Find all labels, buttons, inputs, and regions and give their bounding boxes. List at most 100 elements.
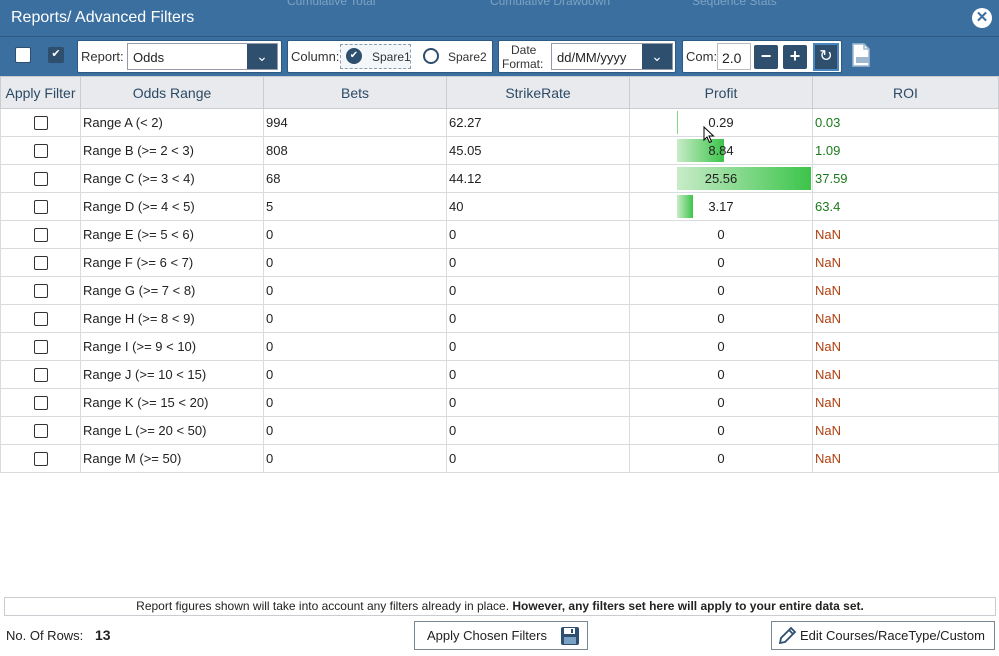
background-tab-cumulative-drawdown: Cumulative Drawdown <box>490 0 611 8</box>
bets-cell: 994 <box>263 108 447 137</box>
edit-courses-label: Edit Courses/RaceType/Custom <box>800 628 985 643</box>
date-format-value: dd/MM/yyyy <box>557 50 627 65</box>
strike-rate-cell: 0 <box>446 388 630 417</box>
roi-cell: 63.4 <box>812 192 999 221</box>
strike-rate-cell: 0 <box>446 248 630 277</box>
header-odds-range[interactable]: Odds Range <box>80 76 264 109</box>
apply-filter-cell <box>0 416 81 445</box>
bets-cell: 0 <box>263 304 447 333</box>
bets-cell: 0 <box>263 360 447 389</box>
apply-filter-checkbox[interactable] <box>33 424 48 439</box>
select-none-checkbox[interactable] <box>15 47 31 63</box>
apply-filter-checkbox[interactable] <box>33 144 48 159</box>
apply-filters-button[interactable]: Apply Chosen Filters <box>414 621 588 650</box>
profit-cell: 8.84 <box>629 136 813 165</box>
close-icon[interactable]: ✕ <box>972 8 992 28</box>
table-row[interactable]: Range B (>= 2 < 3) 808 45.05 8.84 1.09 <box>0 136 999 165</box>
csv-export-icon[interactable] <box>851 43 871 67</box>
header-strike-rate[interactable]: StrikeRate <box>446 76 630 109</box>
profit-cell: 0 <box>629 444 813 473</box>
report-group: Report: Odds ⌄ <box>77 40 282 73</box>
table-row[interactable]: Range H (>= 8 < 9) 0 0 0 NaN <box>0 304 999 333</box>
strike-rate-cell: 62.27 <box>446 108 630 137</box>
header-bets[interactable]: Bets <box>263 76 447 109</box>
rows-count: 13 <box>95 627 111 643</box>
spare1-radio-icon[interactable]: ✔ <box>346 48 362 64</box>
profit-value: 0 <box>717 395 725 410</box>
apply-filter-checkbox[interactable] <box>33 312 48 327</box>
profit-bar <box>677 139 724 162</box>
table-row[interactable]: Range J (>= 10 < 15) 0 0 0 NaN <box>0 360 999 389</box>
apply-filter-checkbox[interactable] <box>33 284 48 299</box>
profit-cell: 0 <box>629 360 813 389</box>
profit-value: 0 <box>717 283 725 298</box>
odds-range-cell: Range C (>= 3 < 4) <box>80 164 264 193</box>
apply-filter-checkbox[interactable] <box>33 116 48 131</box>
table-row[interactable]: Range M (>= 50) 0 0 0 NaN <box>0 444 999 473</box>
com-input[interactable]: 2.0 <box>717 43 751 70</box>
roi-cell: 37.59 <box>812 164 999 193</box>
header-roi[interactable]: ROI <box>812 76 999 109</box>
bets-cell: 0 <box>263 248 447 277</box>
apply-filter-checkbox[interactable] <box>33 368 48 383</box>
background-tab-cumulative-total: Cumulative Total <box>287 0 376 8</box>
odds-range-cell: Range H (>= 8 < 9) <box>80 304 264 333</box>
profit-value: 3.17 <box>708 199 734 214</box>
roi-cell: NaN <box>812 248 999 277</box>
select-all-checkbox[interactable]: ✔ <box>48 47 64 63</box>
com-label: Com: <box>686 49 718 64</box>
notice-bold-text: However, any filters set here will apply… <box>512 599 864 613</box>
spare2-radio-icon[interactable] <box>423 48 439 64</box>
profit-value: 0 <box>717 451 725 466</box>
apply-filter-checkbox[interactable] <box>33 200 48 215</box>
plus-icon[interactable]: + <box>783 45 807 69</box>
table-row[interactable]: Range K (>= 15 < 20) 0 0 0 NaN <box>0 388 999 417</box>
apply-filter-checkbox[interactable] <box>33 396 48 411</box>
bets-cell: 0 <box>263 444 447 473</box>
profit-cell: 25.56 <box>629 164 813 193</box>
table-row[interactable]: Range C (>= 3 < 4) 68 44.12 25.56 37.59 <box>0 164 999 193</box>
table-row[interactable]: Range I (>= 9 < 10) 0 0 0 NaN <box>0 332 999 361</box>
apply-filter-checkbox[interactable] <box>33 452 48 467</box>
odds-range-cell: Range I (>= 9 < 10) <box>80 332 264 361</box>
roi-cell: NaN <box>812 360 999 389</box>
apply-filter-checkbox[interactable] <box>33 228 48 243</box>
report-select[interactable]: Odds ⌄ <box>127 43 278 70</box>
edit-courses-button[interactable]: Edit Courses/RaceType/Custom <box>771 621 995 650</box>
table-row[interactable]: Range D (>= 4 < 5) 5 40 3.17 63.4 <box>0 192 999 221</box>
apply-filter-checkbox[interactable] <box>33 256 48 271</box>
profit-bar <box>677 167 811 190</box>
date-format-group: Date Format: dd/MM/yyyy ⌄ <box>498 40 676 73</box>
odds-range-cell: Range E (>= 5 < 6) <box>80 220 264 249</box>
odds-range-cell: Range M (>= 50) <box>80 444 264 473</box>
toolbar: ✔ Report: Odds ⌄ Column: ✔ Spare1 Spare2… <box>0 37 999 76</box>
roi-cell: NaN <box>812 304 999 333</box>
apply-filter-cell <box>0 248 81 277</box>
strike-rate-cell: 0 <box>446 332 630 361</box>
profit-cell: 0 <box>629 332 813 361</box>
strike-rate-cell: 0 <box>446 276 630 305</box>
table-row[interactable]: Range L (>= 20 < 50) 0 0 0 NaN <box>0 416 999 445</box>
profit-value: 0.29 <box>708 115 734 130</box>
header-apply-filter[interactable]: Apply Filter <box>0 76 81 109</box>
minus-icon[interactable]: − <box>754 45 778 69</box>
refresh-icon[interactable]: ↻ <box>813 43 839 71</box>
strike-rate-cell: 0 <box>446 220 630 249</box>
table-row[interactable]: Range A (< 2) 994 62.27 0.29 0.03 <box>0 108 999 137</box>
odds-range-cell: Range B (>= 2 < 3) <box>80 136 264 165</box>
mouse-cursor-icon <box>703 126 715 144</box>
apply-filter-checkbox[interactable] <box>33 340 48 355</box>
strike-rate-cell: 40 <box>446 192 630 221</box>
apply-filter-checkbox[interactable] <box>33 172 48 187</box>
profit-value: 0 <box>717 339 725 354</box>
apply-filter-cell <box>0 164 81 193</box>
table-row[interactable]: Range F (>= 6 < 7) 0 0 0 NaN <box>0 248 999 277</box>
apply-filter-cell <box>0 192 81 221</box>
table-row[interactable]: Range G (>= 7 < 8) 0 0 0 NaN <box>0 276 999 305</box>
apply-filter-cell <box>0 108 81 137</box>
date-format-select[interactable]: dd/MM/yyyy ⌄ <box>551 43 673 70</box>
bets-cell: 808 <box>263 136 447 165</box>
profit-bar <box>677 111 678 134</box>
header-profit[interactable]: Profit <box>629 76 813 109</box>
table-row[interactable]: Range E (>= 5 < 6) 0 0 0 NaN <box>0 220 999 249</box>
